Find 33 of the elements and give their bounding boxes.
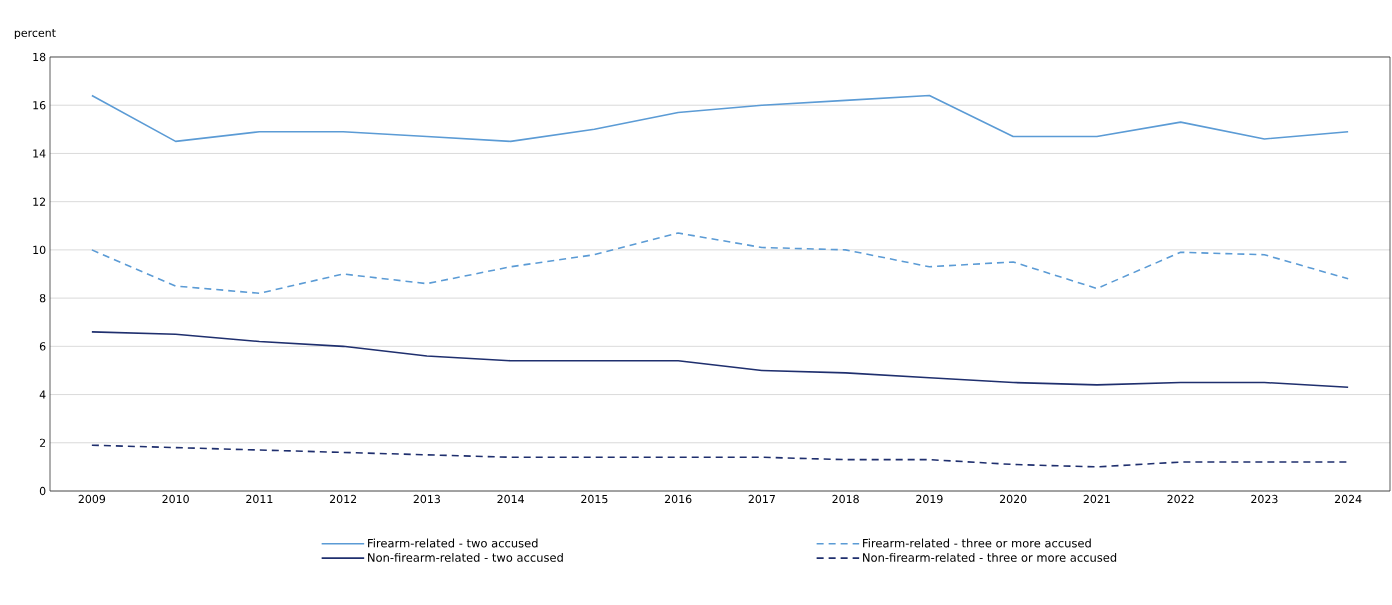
legend-label: Non-firearm-related - two accused (368, 552, 563, 562)
y-tick-label: 0 (39, 486, 46, 496)
y-tick-label: 18 (33, 52, 46, 62)
x-tick-label: 2013 (413, 494, 440, 504)
y-tick-label: 8 (39, 293, 46, 303)
x-tick-label: 2016 (664, 494, 692, 504)
y-tick-label: 16 (33, 101, 46, 110)
x-tick-label: 2014 (497, 494, 524, 504)
x-tick-label: 2020 (999, 494, 1027, 504)
x-tick-label: 2019 (916, 494, 943, 504)
y-tick-label: 12 (33, 197, 46, 206)
x-tick-label: 2012 (329, 494, 357, 504)
y-tick-label: 10 (33, 245, 46, 255)
legend-label: Non-firearm-related - three or more accused (863, 552, 1117, 562)
y-tick-label: 2 (39, 438, 46, 447)
x-tick-label: 2022 (1167, 494, 1194, 504)
legend-label: Firearm-related - two accused (368, 538, 538, 548)
x-tick-label: 2009 (78, 494, 106, 504)
x-tick-label: 2010 (162, 494, 189, 504)
legend-label: Firearm-related - three or more accused (863, 538, 1091, 548)
x-tick-label: 2015 (581, 494, 608, 504)
y-tick-label: 4 (39, 390, 46, 399)
x-tick-label: 2021 (1083, 494, 1110, 504)
x-tick-label: 2024 (1334, 494, 1362, 504)
y-tick-label: 14 (33, 149, 46, 158)
x-tick-label: 2023 (1251, 494, 1278, 504)
line-series (91, 94, 1349, 143)
y-axis-title: percent (14, 29, 56, 40)
x-tick-label: 2017 (748, 494, 775, 504)
line-series (91, 232, 1349, 295)
x-tick-label: 2011 (246, 494, 273, 504)
y-tick-label: 6 (39, 342, 46, 351)
x-tick-label: 2018 (832, 494, 859, 504)
